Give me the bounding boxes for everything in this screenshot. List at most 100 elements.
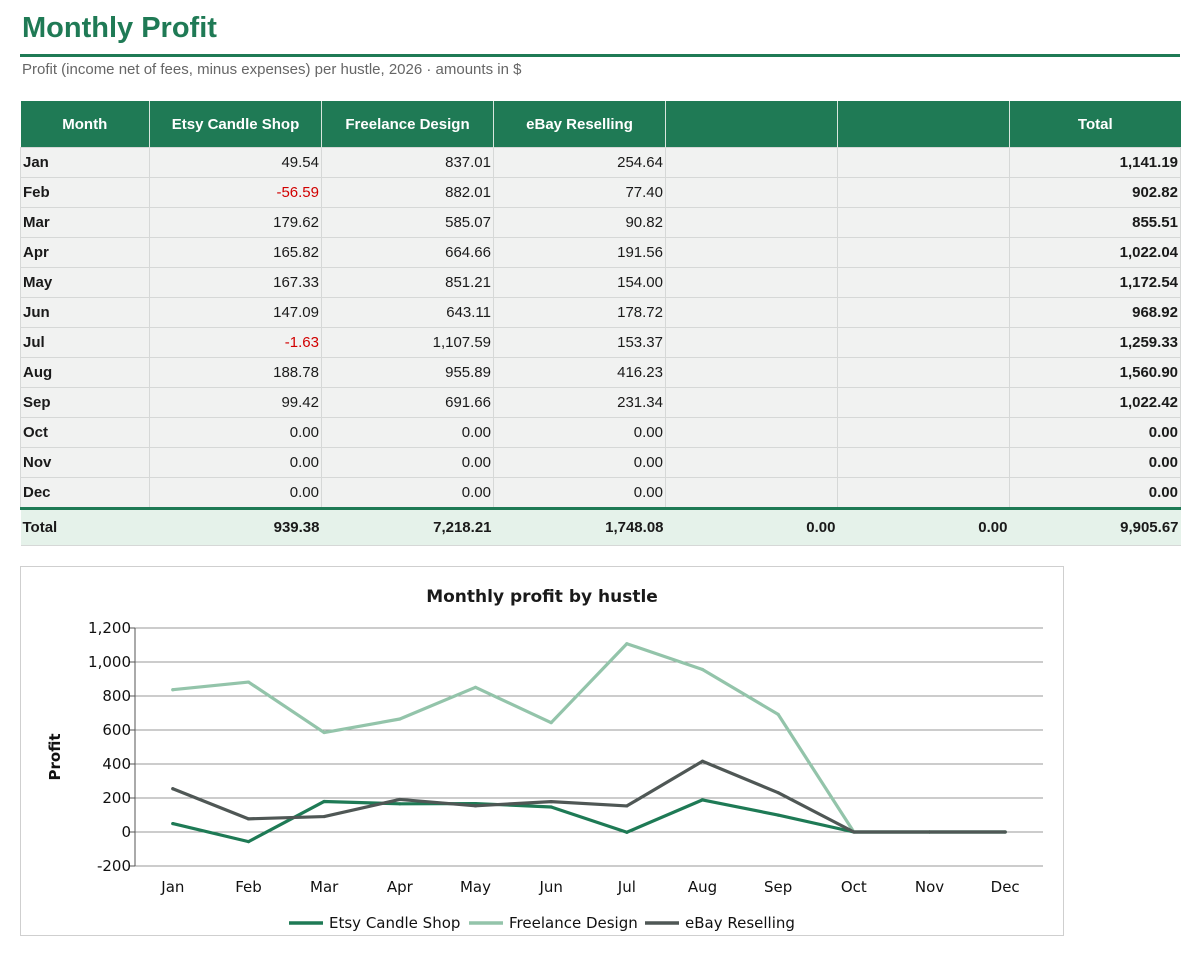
x-tick-label: May	[460, 878, 491, 896]
table-row: Feb -56.59 882.01 77.40 902.82	[20, 177, 1181, 208]
data-point	[625, 830, 629, 834]
row-total: 1,141.19	[1009, 147, 1181, 178]
row-month: Mar	[20, 207, 150, 238]
row-cell: 955.89	[321, 357, 494, 388]
table-row: Oct 0.00 0.00 0.00 0.00	[20, 417, 1181, 448]
row-cell	[837, 267, 1010, 298]
row-month: Aug	[20, 357, 150, 388]
data-point	[625, 804, 629, 808]
data-point	[1003, 830, 1007, 834]
data-point	[322, 814, 326, 819]
row-cell	[665, 297, 838, 328]
row-total: 0.00	[1009, 447, 1181, 478]
row-cell: 851.21	[321, 267, 494, 298]
x-tick-label: Oct	[841, 878, 867, 896]
row-month: Jun	[20, 297, 150, 328]
row-cell	[837, 387, 1010, 418]
data-point	[322, 730, 326, 735]
row-cell: 179.62	[149, 207, 322, 238]
data-point	[700, 798, 705, 802]
x-tick-label: Aug	[688, 878, 717, 896]
row-cell: 0.00	[493, 417, 666, 448]
data-point	[549, 800, 553, 804]
grand-total: 9,905.67	[1009, 507, 1181, 546]
table-row: Nov 0.00 0.00 0.00 0.00	[20, 447, 1181, 478]
row-month: Jul	[20, 327, 150, 358]
row-cell: 416.23	[493, 357, 666, 388]
table-row: Dec 0.00 0.00 0.00 0.00	[20, 477, 1181, 509]
data-point	[171, 688, 175, 692]
row-month: Oct	[20, 417, 150, 448]
legend-label: Etsy Candle Shop	[329, 914, 460, 932]
column-header-month: Month	[20, 101, 150, 148]
column-header-ebay: eBay Reselling	[493, 101, 666, 148]
row-cell: 664.66	[321, 237, 494, 268]
page-subtitle: Profit (income net of fees, minus expens…	[22, 61, 522, 78]
totals-cell: 0.00	[837, 507, 1010, 546]
y-tick-label: 0	[121, 823, 131, 841]
row-cell: 0.00	[493, 477, 666, 509]
legend-label: eBay Reselling	[685, 914, 795, 932]
row-cell	[665, 177, 838, 208]
row-cell: 191.56	[493, 237, 666, 268]
row-cell: 643.11	[321, 297, 494, 328]
data-point	[246, 840, 251, 844]
table-header-row: Month Etsy Candle Shop Freelance Design …	[20, 101, 1181, 148]
data-point	[473, 804, 478, 808]
row-total: 1,022.42	[1009, 387, 1181, 418]
totals-row: Total 939.38 7,218.21 1,748.08 0.00 0.00 9,905…	[20, 507, 1181, 546]
totals-cell: 939.38	[149, 507, 322, 546]
row-total: 855.51	[1009, 207, 1181, 238]
row-cell: 153.37	[493, 327, 666, 358]
row-cell: -56.59	[149, 177, 322, 208]
row-cell: 49.54	[149, 147, 322, 178]
row-month: Dec	[20, 477, 150, 509]
row-cell	[837, 297, 1010, 328]
row-cell: 231.34	[493, 387, 666, 418]
profit-chart: Monthly profit by hustle -200 0 200 400 600 80…	[20, 566, 1064, 936]
row-cell: 837.01	[321, 147, 494, 178]
row-cell: 188.78	[149, 357, 322, 388]
data-point	[246, 680, 251, 684]
table-row: Apr 165.82 664.66 191.56 1,022.04	[20, 237, 1181, 268]
row-cell: 147.09	[149, 297, 322, 328]
data-point	[171, 787, 175, 791]
row-total: 0.00	[1009, 477, 1181, 509]
row-cell: 0.00	[149, 417, 322, 448]
row-cell: 77.40	[493, 177, 666, 208]
data-point	[700, 667, 705, 672]
row-total: 902.82	[1009, 177, 1181, 208]
row-month: May	[20, 267, 150, 298]
table-row: Jun 147.09 643.11 178.72 968.92	[20, 297, 1181, 328]
row-cell: 167.33	[149, 267, 322, 298]
row-cell	[665, 417, 838, 448]
x-tick-label: Dec	[991, 878, 1020, 896]
x-tick-label: Sep	[764, 878, 792, 896]
row-cell: 0.00	[321, 417, 494, 448]
x-tick-label: Jan	[160, 878, 184, 896]
row-cell: 154.00	[493, 267, 666, 298]
page-title: Monthly Profit	[22, 12, 217, 44]
data-point	[398, 717, 402, 721]
row-cell: 178.72	[493, 297, 666, 328]
column-header-blank-1	[665, 101, 838, 148]
table-row: Sep 99.42 691.66 231.34 1,022.42	[20, 387, 1181, 418]
totals-cell: 7,218.21	[321, 507, 494, 546]
row-cell: 90.82	[493, 207, 666, 238]
y-tick-label: 400	[102, 755, 131, 773]
y-axis-title: Profit	[46, 734, 64, 781]
data-point	[776, 813, 780, 817]
y-tick-label: -200	[97, 857, 131, 875]
row-total: 1,259.33	[1009, 327, 1181, 358]
table-row: May 167.33 851.21 154.00 1,172.54	[20, 267, 1181, 298]
data-point	[700, 759, 705, 763]
x-tick-label: Nov	[915, 878, 944, 896]
row-total: 968.92	[1009, 297, 1181, 328]
row-total: 1,172.54	[1009, 267, 1181, 298]
row-cell: 691.66	[321, 387, 494, 418]
y-tick-label: 200	[102, 789, 131, 807]
row-cell	[665, 267, 838, 298]
row-cell: 0.00	[321, 447, 494, 478]
row-cell	[837, 447, 1010, 478]
totals-cell: 1,748.08	[493, 507, 666, 546]
